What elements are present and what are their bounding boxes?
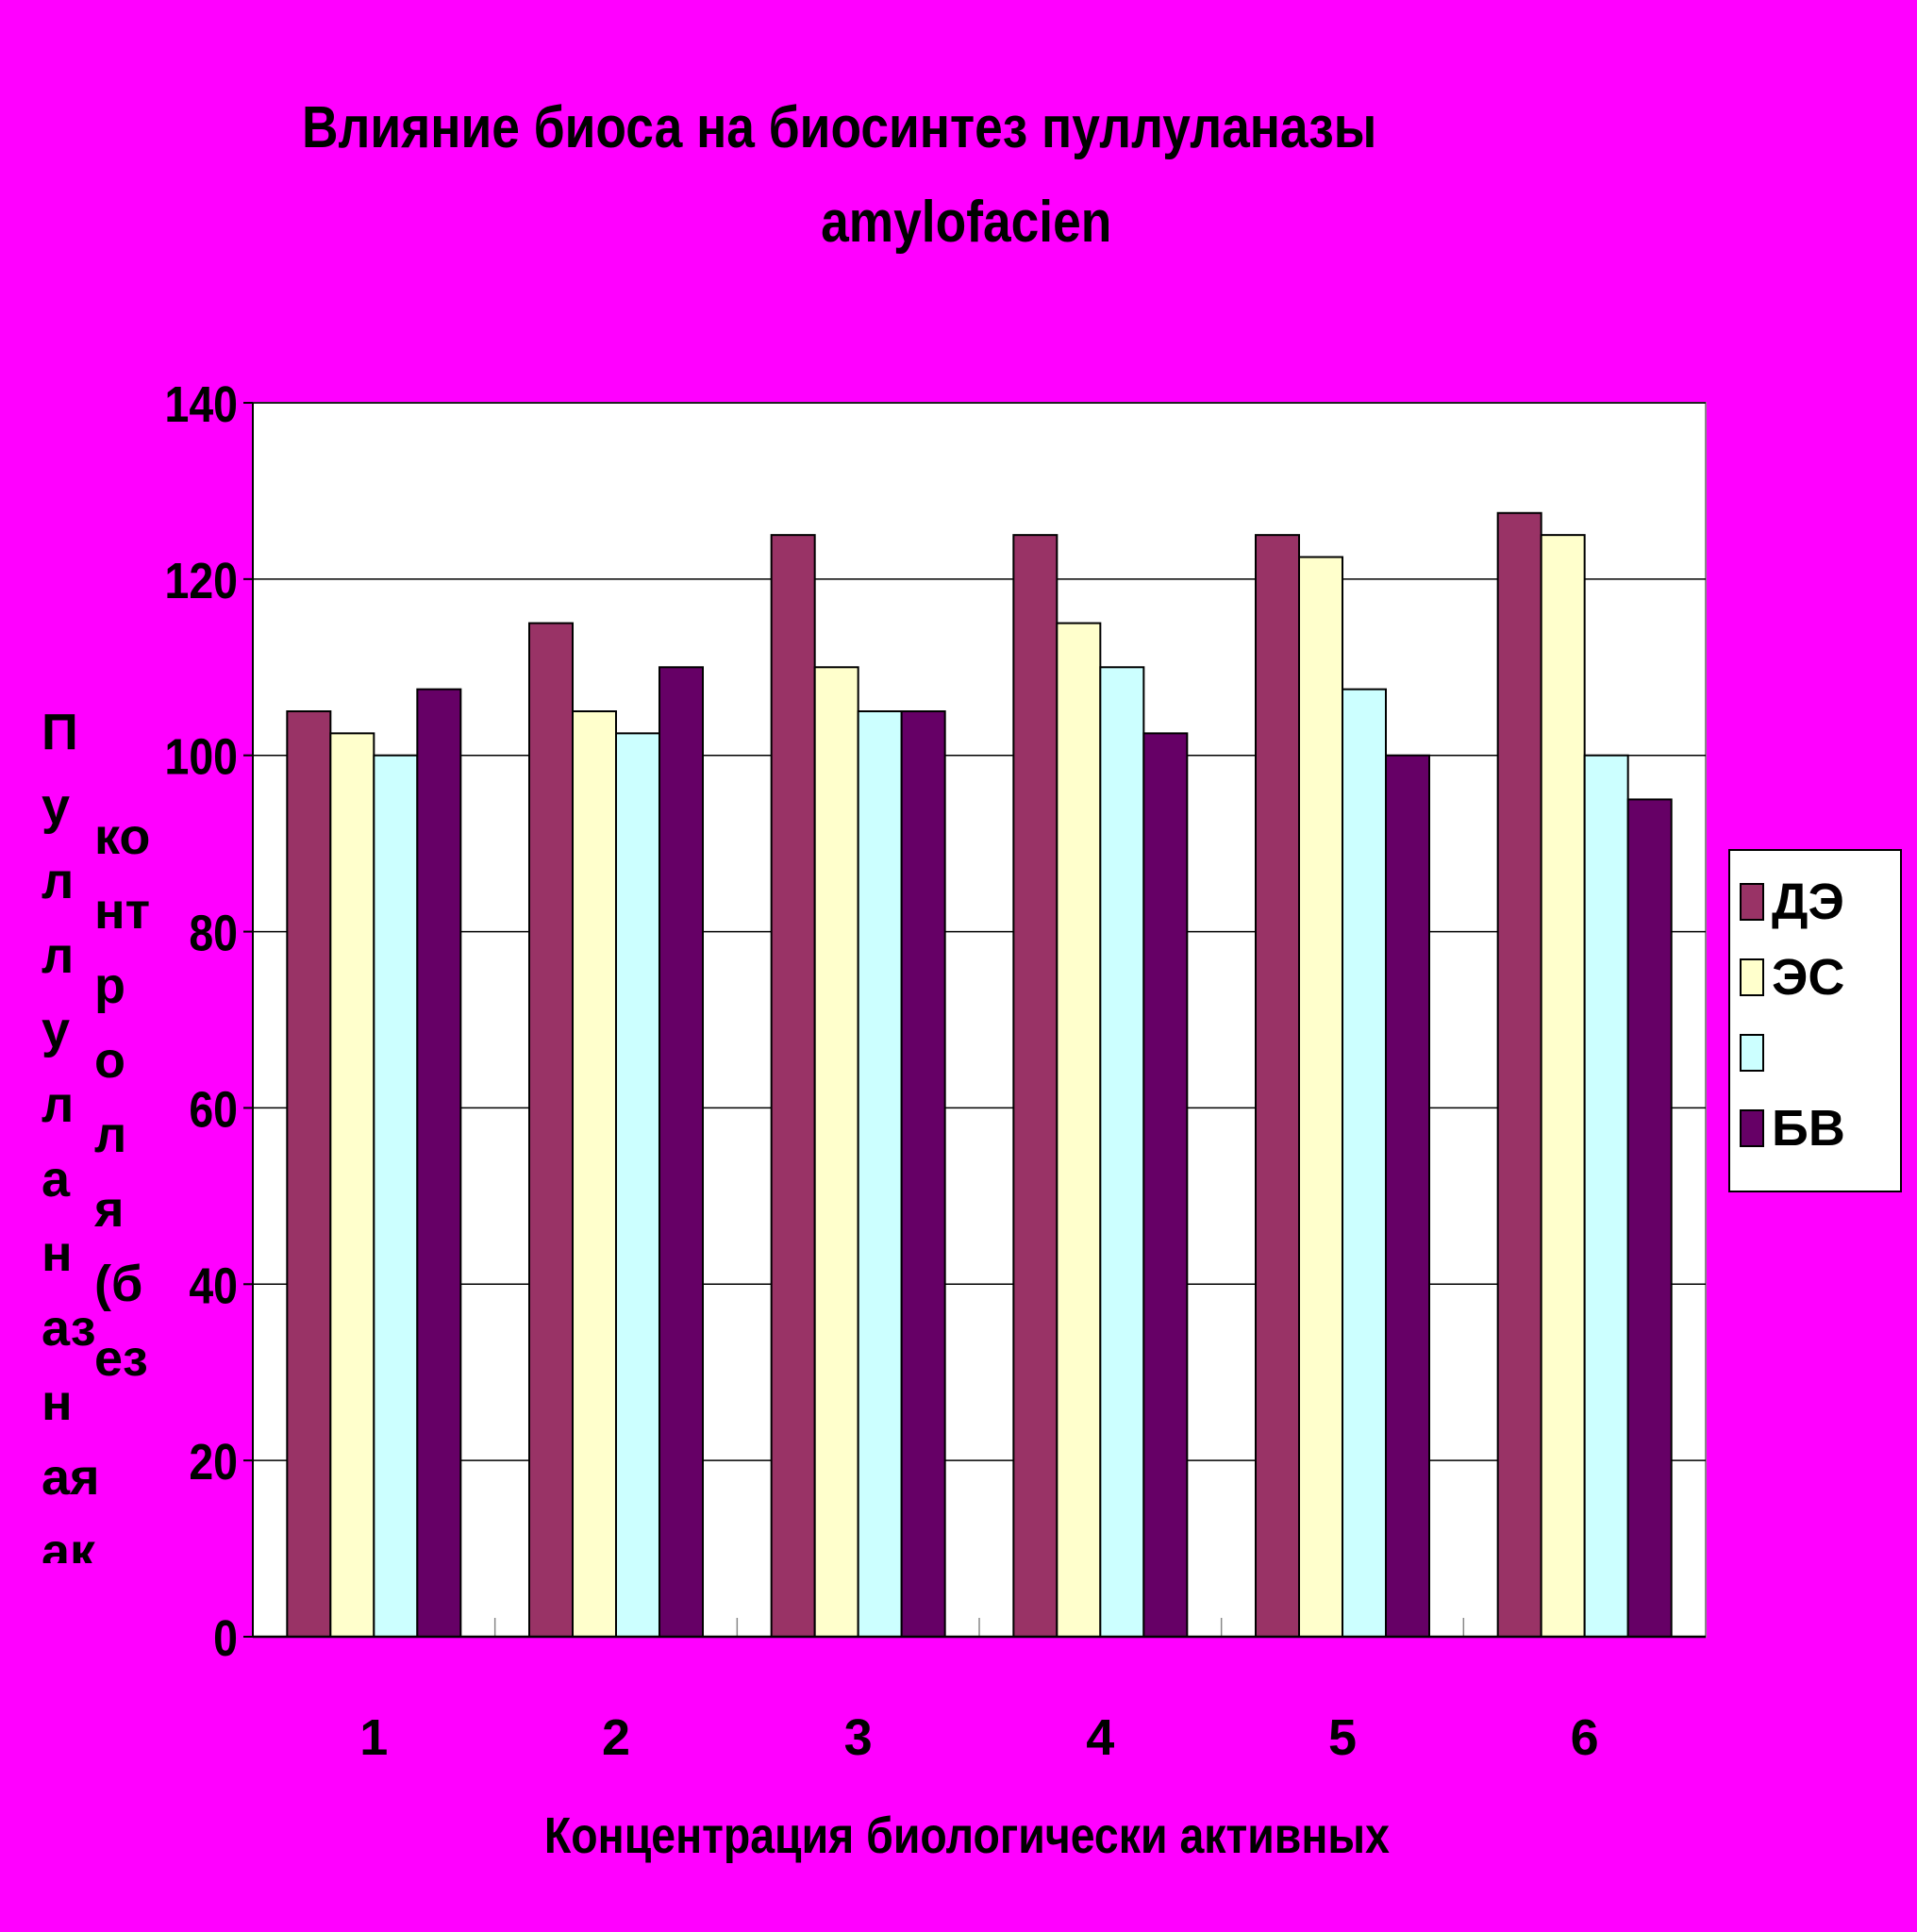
legend-item: [1740, 1015, 1772, 1091]
bar: [1583, 754, 1629, 1638]
bar: [1342, 688, 1387, 1638]
axes: [243, 402, 1706, 1639]
y-tick-labels: 0 20 40 60 80 100 120 140: [165, 375, 238, 1667]
bar: [373, 754, 419, 1638]
bar: [286, 710, 332, 1638]
chart-title-fragment: ---: [302, 170, 387, 191]
y-tick-label: 40: [189, 1257, 238, 1314]
y-tick-label: 80: [189, 904, 238, 961]
x-tick-labels: 1 2 3 4 5 6: [359, 1709, 1598, 1766]
legend-item: ДЭ: [1740, 864, 1844, 940]
bar: [528, 622, 574, 1638]
y-tick-label: 120: [165, 552, 238, 609]
bar: [1012, 534, 1059, 1639]
bar: [1385, 754, 1430, 1638]
bar: [329, 732, 375, 1638]
legend-label: ДЭ: [1772, 874, 1844, 930]
plot-area: [252, 402, 1707, 1638]
y-tick-label: 20: [189, 1433, 238, 1491]
bar: [1540, 534, 1586, 1639]
bar: [770, 534, 816, 1639]
bar: [416, 688, 462, 1638]
x-tick-label: 3: [844, 1709, 873, 1766]
bar: [857, 710, 903, 1638]
bar: [900, 710, 946, 1638]
bar: [1298, 556, 1343, 1638]
y-axis-title: Пуллуланазная активность: [42, 704, 100, 1563]
x-tick-label: 2: [602, 1709, 630, 1766]
legend-item: ЭС: [1740, 940, 1844, 1015]
bar: [615, 732, 660, 1638]
x-tick-label: 1: [359, 1709, 388, 1766]
bar: [658, 666, 704, 1638]
legend: ДЭ ЭС БВ: [1728, 849, 1902, 1192]
gridlines: [253, 402, 1706, 1461]
bar: [1626, 798, 1673, 1638]
y-tick-label: 60: [189, 1080, 238, 1138]
y-tick-label: 0: [213, 1609, 238, 1667]
legend-label: ЭС: [1772, 949, 1845, 1006]
bar: [1099, 666, 1145, 1638]
legend-item: БВ: [1740, 1091, 1845, 1166]
x-tick-label: 5: [1328, 1709, 1357, 1766]
legend-label: БВ: [1772, 1100, 1845, 1157]
y-axis-title-secondary: контроля(без биос: [94, 808, 151, 1380]
bar: [813, 666, 859, 1638]
y-tick-label: 140: [165, 375, 238, 433]
y-tick-label: 100: [165, 727, 238, 785]
x-tick-label: 6: [1571, 1709, 1599, 1766]
legend-swatch-0: [1740, 883, 1764, 921]
legend-swatch-1: [1740, 958, 1764, 996]
bar: [1255, 534, 1300, 1639]
bar: [1056, 622, 1102, 1638]
legend-swatch-2: [1740, 1034, 1764, 1072]
chart-title: Влияние биоса на биосинтез пуллуланазы: [302, 95, 1377, 160]
bar: [572, 710, 617, 1638]
legend-swatch-3: [1740, 1109, 1764, 1147]
x-tick-label: 4: [1086, 1709, 1114, 1766]
bar: [1496, 511, 1542, 1638]
bar: [1142, 732, 1189, 1638]
bars: [286, 511, 1673, 1639]
